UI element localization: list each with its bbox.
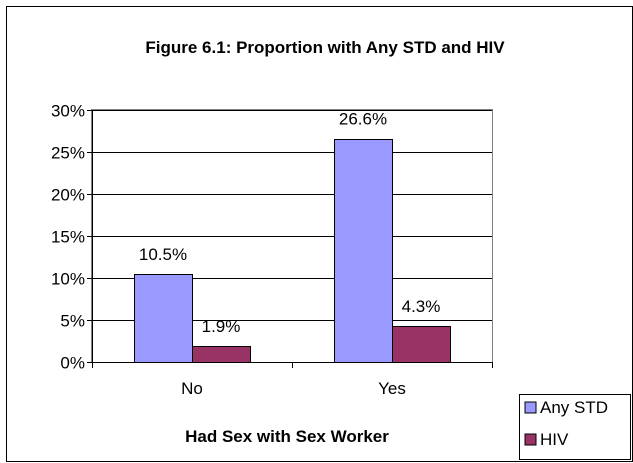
legend: Any STD HIV: [519, 394, 631, 460]
y-tick-label: 10%: [51, 270, 85, 289]
data-labels: 10.5% 1.9% 26.6% 4.3%: [139, 110, 440, 336]
data-label: 10.5%: [139, 245, 187, 264]
bars: [134, 139, 451, 363]
bar-hiv-yes: [392, 326, 451, 363]
chart-title: Figure 6.1: Proportion with Any STD and …: [145, 38, 505, 57]
legend-box: [519, 394, 631, 460]
legend-swatch-any-std: [524, 401, 537, 414]
legend-label-any-std: Any STD: [540, 398, 608, 417]
y-tick-label: 0%: [60, 354, 85, 373]
x-axis-title: Had Sex with Sex Worker: [185, 427, 389, 446]
data-label: 26.6%: [339, 110, 387, 129]
y-tick-label: 30%: [51, 102, 85, 121]
bar-hiv-no: [192, 346, 251, 363]
y-tick-label: 15%: [51, 228, 85, 247]
x-tick-label: Yes: [378, 379, 406, 398]
x-tick-label: No: [181, 379, 203, 398]
bar-any-std-yes: [334, 139, 393, 363]
data-label: 1.9%: [202, 317, 241, 336]
legend-label-hiv: HIV: [540, 430, 569, 449]
data-label: 4.3%: [402, 297, 441, 316]
legend-swatch-hiv: [524, 433, 537, 446]
y-tick-label: 25%: [51, 144, 85, 163]
y-tick-label: 5%: [60, 312, 85, 331]
axes: 0% 5% 10% 15% 20% 25% 30% No Yes: [51, 102, 493, 398]
bar-any-std-no: [134, 274, 193, 363]
y-tick-label: 20%: [51, 186, 85, 205]
